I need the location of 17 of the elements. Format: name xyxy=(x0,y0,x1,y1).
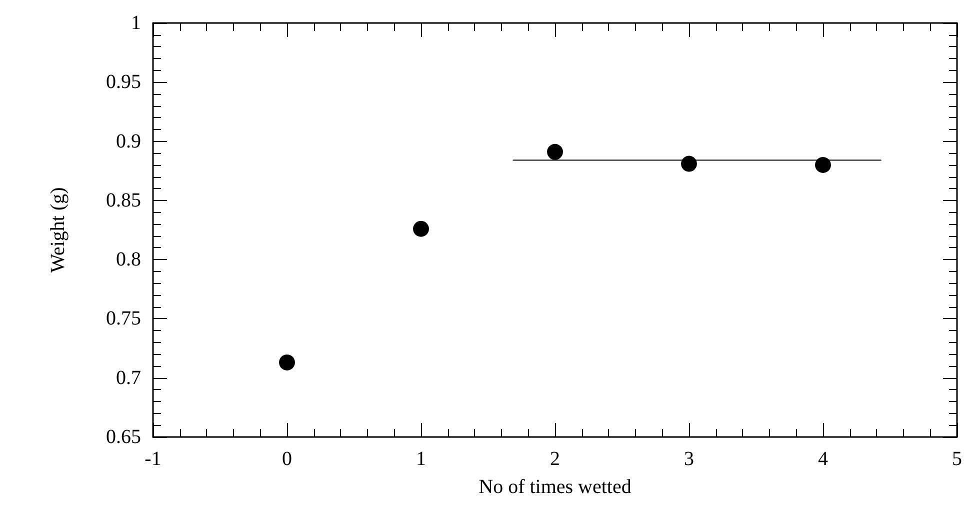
y-tick-label: 0.9 xyxy=(116,130,141,152)
y-tick-label: 0.7 xyxy=(116,366,141,389)
y-tick-label: 0.65 xyxy=(106,426,141,448)
y-tick-label: 0.8 xyxy=(116,248,141,271)
y-tick-label: 0.85 xyxy=(106,189,141,212)
x-tick-label: 0 xyxy=(282,448,292,470)
y-tick-label: 0.75 xyxy=(106,308,141,330)
x-tick-label: 2 xyxy=(550,448,560,470)
x-tick-label: -1 xyxy=(144,448,162,470)
x-axis-title: No of times wetted xyxy=(478,476,632,498)
x-tick-label: 5 xyxy=(952,448,962,470)
y-axis-title: Weight (g) xyxy=(47,187,69,273)
y-tick-label: 1 xyxy=(131,12,141,34)
x-tick-label: 1 xyxy=(416,448,426,470)
y-tick-label: 0.95 xyxy=(106,71,141,94)
x-tick-label: 4 xyxy=(818,448,828,470)
x-tick-label: 3 xyxy=(684,448,694,470)
